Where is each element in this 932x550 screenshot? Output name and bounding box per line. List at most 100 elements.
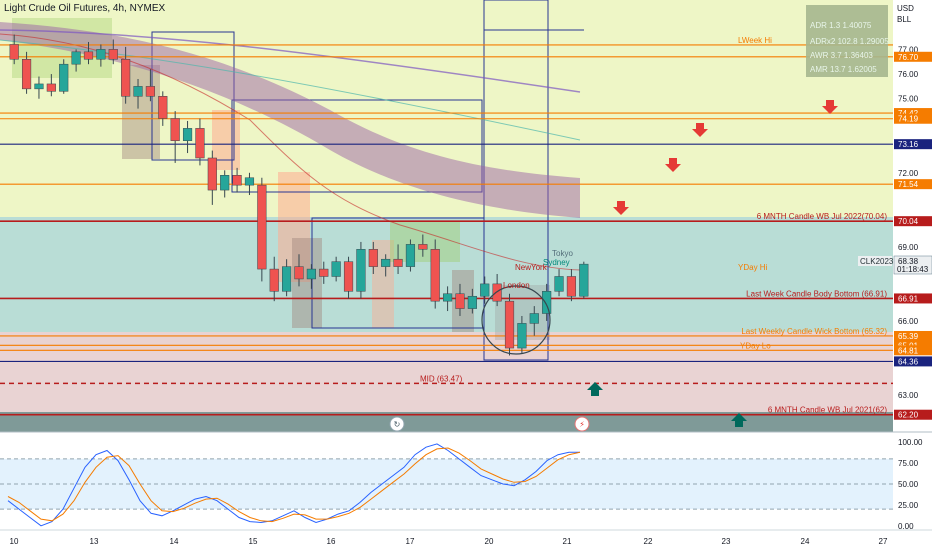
candle-body	[480, 283, 490, 297]
symbol-tag: CLK2023	[860, 257, 894, 266]
price-tick-label: 75.00	[898, 95, 919, 104]
candle	[244, 172, 255, 196]
level-badge-value: 62.20	[898, 411, 919, 420]
price-axis-bg	[893, 0, 932, 432]
price-tick-label: 76.00	[898, 70, 919, 79]
candle-body	[34, 83, 44, 90]
candle-body	[393, 258, 403, 267]
candle-body	[282, 266, 292, 292]
price-tick-label: 69.00	[898, 243, 919, 252]
oscillator-tick-label: 100.00	[898, 438, 923, 447]
time-tick-label: 17	[406, 537, 415, 546]
candle-body	[368, 249, 378, 267]
level-label: YDay Lo	[740, 341, 771, 350]
candle-body	[443, 293, 453, 302]
candle	[121, 46, 131, 104]
time-tick-label: 16	[327, 537, 336, 546]
zone-middle-teal	[0, 217, 893, 332]
level-badge	[894, 409, 932, 420]
candle	[504, 293, 515, 356]
price-candles	[9, 34, 589, 356]
candle-body	[430, 249, 440, 302]
candle-body	[319, 268, 329, 277]
level-badge	[894, 293, 932, 304]
oscillator-tick-label: 75.00	[898, 459, 919, 468]
event-markers	[587, 100, 838, 427]
candle	[195, 118, 205, 166]
candle-body	[145, 86, 155, 97]
oscillator-lines	[7, 443, 581, 527]
ma-mid-line	[0, 39, 581, 141]
level-label: 6 MNTH Candle WB Jul 2022(70.04)	[757, 212, 888, 221]
time-tick-label: 20	[485, 537, 494, 546]
candle-body	[381, 258, 391, 267]
candle-body	[207, 157, 217, 191]
candle	[34, 76, 44, 99]
price-tick-label: 72.00	[898, 169, 919, 178]
candle	[356, 241, 366, 299]
time-tick-label: 13	[90, 537, 99, 546]
candle	[294, 254, 304, 287]
candle-body	[46, 83, 56, 92]
zone-bear-box-3	[278, 172, 310, 282]
oscillator-ticks: 0.00 25.00 50.00 75.00 100.00	[898, 438, 923, 531]
candle-body	[529, 313, 539, 324]
level-badge-value: 73.16	[898, 140, 919, 149]
candle	[455, 283, 465, 316]
candle	[430, 239, 440, 309]
event-down-3	[665, 158, 681, 172]
level-badge-value: 76.70	[898, 53, 919, 62]
level-badge-value: 64.36	[898, 357, 919, 366]
level-badge-value: 70.04	[898, 217, 919, 226]
candle	[232, 167, 242, 193]
time-tick-label: 15	[249, 537, 258, 546]
oscillator-guides	[0, 458, 893, 510]
candle-body	[331, 261, 341, 277]
oscillator-line	[7, 447, 581, 523]
candle-body	[294, 266, 304, 280]
candle-body	[579, 263, 589, 297]
level-label: 6 MNTH Candle WB Jul 2021(62)	[768, 406, 887, 415]
time-tick-label: 24	[801, 537, 810, 546]
level-badge	[894, 179, 932, 190]
candle	[381, 254, 391, 277]
candle-body	[220, 175, 230, 191]
candle	[368, 241, 378, 275]
level-badge	[894, 108, 932, 119]
candle	[257, 177, 267, 282]
candle	[170, 111, 180, 163]
candle	[182, 120, 193, 154]
candle	[542, 283, 552, 321]
candle-body	[21, 58, 32, 90]
candle-body	[232, 175, 242, 186]
currency-label: USD	[897, 4, 914, 13]
candle	[331, 256, 341, 282]
candle-body	[257, 184, 267, 270]
level-badge-value: 66.91	[898, 294, 919, 303]
last-price-badge: 68.38 01:18:43	[893, 255, 932, 275]
price-tick-label: 66.00	[898, 317, 919, 326]
flash-badge[interactable]: ⚡	[574, 416, 590, 432]
yday-hi-label: YDay Hi	[738, 263, 768, 272]
candle	[207, 150, 217, 205]
candle-body	[269, 268, 279, 292]
info-panel-bg	[806, 5, 888, 77]
range-outline-2	[231, 99, 483, 193]
candle-body	[356, 249, 366, 292]
candle	[9, 34, 19, 65]
time-tick-label: 22	[644, 537, 653, 546]
level-label: Last Week Candle Body Bottom (66.91)	[746, 289, 887, 298]
level-badge	[894, 356, 932, 367]
candle	[579, 261, 589, 299]
time-tick-label: 14	[170, 537, 179, 546]
candle-body	[492, 283, 502, 302]
candle-body	[467, 295, 477, 309]
chart-title: Light Crude Oil Futures, 4h, NYMEX	[4, 3, 166, 14]
time-tick-label: 10	[10, 537, 19, 546]
candle	[480, 276, 490, 304]
level-badge	[894, 113, 932, 124]
refresh-badge[interactable]: ↻	[389, 416, 405, 432]
info-row-1: ADR 1.3 1.40075	[810, 21, 872, 30]
zone-bull-box-2	[390, 222, 460, 262]
